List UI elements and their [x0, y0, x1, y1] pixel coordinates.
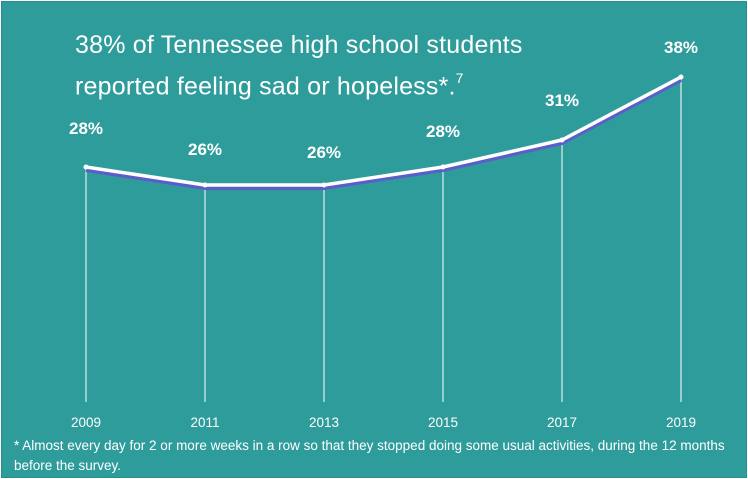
- chart-title-superscript: 7: [455, 70, 464, 86]
- data-point-2015: [440, 164, 446, 170]
- series-lines: [83, 74, 684, 190]
- chart-footnote: * Almost every day for 2 or more weeks i…: [14, 438, 725, 473]
- data-point-2017: [559, 137, 565, 143]
- data-point-2011: [202, 182, 208, 188]
- x-tick-label-2013: 2013: [309, 415, 339, 430]
- data-label-2011: 26%: [188, 140, 222, 159]
- data-labels: 28% 26% 26% 28% 31% 38%: [69, 38, 698, 162]
- drop-lines: [85, 77, 682, 402]
- series-line-shadow: [85, 78, 682, 190]
- data-label-2013: 26%: [307, 143, 341, 162]
- x-tick-label-2019: 2019: [666, 415, 696, 430]
- data-point-2009: [83, 164, 89, 170]
- data-label-2019: 38%: [664, 38, 698, 57]
- data-label-2017: 31%: [545, 91, 579, 110]
- x-tick-label-2015: 2015: [428, 415, 458, 430]
- data-label-2009: 28%: [69, 119, 103, 138]
- chart-title: 38% of Tennessee high school students re…: [75, 28, 595, 104]
- x-tick-label-2011: 2011: [190, 415, 219, 430]
- data-point-2013: [321, 182, 327, 188]
- chart-title-text: 38% of Tennessee high school students re…: [75, 31, 523, 101]
- x-tick-label-2009: 2009: [71, 415, 101, 430]
- data-label-2015: 28%: [426, 122, 460, 141]
- x-tick-label-2017: 2017: [547, 415, 577, 430]
- series-line: [85, 75, 682, 187]
- data-point-2019: [678, 74, 684, 80]
- x-axis-ticks: 2009 2011 2013 2015 2017 2019: [71, 415, 696, 430]
